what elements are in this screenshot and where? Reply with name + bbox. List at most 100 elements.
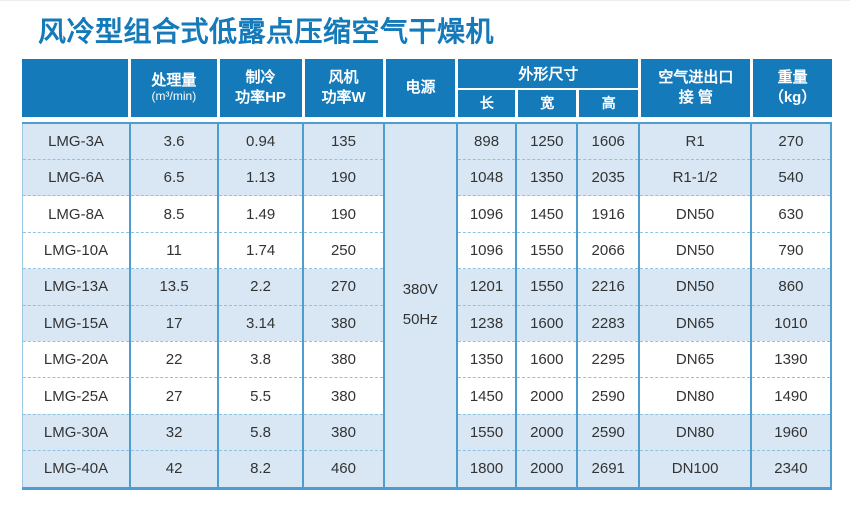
capacity-cell: 3.6 bbox=[129, 122, 219, 160]
header-power-supply: 电源 bbox=[382, 58, 457, 117]
height-cell: 2035 bbox=[576, 159, 640, 197]
pipe-cell: DN50 bbox=[638, 232, 751, 270]
cooling-power-cell: 3.8 bbox=[217, 341, 304, 379]
table-row: LMG-3A 3.6 0.94 135 380V 50Hz 898 1250 160… bbox=[22, 122, 831, 488]
height-cell: 2691 bbox=[576, 450, 640, 488]
header-dimensions: 外形尺寸 bbox=[455, 58, 640, 90]
weight-cell: 270 bbox=[749, 122, 831, 160]
weight-cell: 1390 bbox=[749, 341, 831, 379]
pipe-cell: DN65 bbox=[638, 305, 751, 342]
pipe-cell: DN50 bbox=[638, 195, 751, 233]
spec-table-header: 处理量 (m³/min) 制冷 功率HP 风机 功率W 电源 外形尺寸 bbox=[22, 58, 832, 117]
capacity-cell: 42 bbox=[129, 450, 219, 488]
power-voltage: 380V bbox=[402, 281, 438, 299]
length-cell: 898 bbox=[455, 122, 517, 160]
width-cell: 1600 bbox=[515, 305, 578, 342]
cooling-power-cell: 1.13 bbox=[217, 159, 304, 197]
length-cell: 1201 bbox=[455, 268, 517, 306]
table-row: LMG-10A 11 1.74 250 1096 1550 2066 DN50 … bbox=[22, 232, 831, 270]
fan-power-cell: 460 bbox=[302, 450, 384, 488]
spec-table-body: LMG-3A 3.6 0.94 135 380V 50Hz 898 1250 160… bbox=[22, 122, 831, 488]
height-cell: 2590 bbox=[576, 414, 640, 452]
model-cell: LMG-25A bbox=[22, 377, 131, 415]
capacity-cell: 17 bbox=[129, 305, 219, 342]
height-cell: 1916 bbox=[576, 195, 640, 233]
table-row: LMG-20A 22 3.8 380 1350 1600 2295 DN65 1… bbox=[22, 341, 831, 379]
header-weight-unit: （kg） bbox=[768, 88, 817, 106]
capacity-cell: 32 bbox=[129, 414, 219, 452]
model-cell: LMG-6A bbox=[22, 159, 131, 197]
width-cell: 2000 bbox=[515, 377, 578, 415]
length-cell: 1238 bbox=[455, 305, 517, 342]
height-cell: 2295 bbox=[576, 341, 640, 379]
header-cooling-line2: 功率HP bbox=[235, 88, 286, 106]
height-cell: 2283 bbox=[576, 305, 640, 342]
length-cell: 1048 bbox=[455, 159, 517, 197]
weight-cell: 630 bbox=[749, 195, 831, 233]
fan-power-cell: 380 bbox=[302, 414, 384, 452]
capacity-cell: 13.5 bbox=[129, 268, 219, 306]
cooling-power-cell: 3.14 bbox=[217, 305, 304, 342]
width-cell: 1250 bbox=[515, 122, 578, 160]
weight-cell: 860 bbox=[749, 268, 831, 306]
length-cell: 1550 bbox=[455, 414, 517, 452]
weight-cell: 1010 bbox=[749, 305, 831, 342]
capacity-cell: 27 bbox=[129, 377, 219, 415]
spec-table: LMG-3A 3.6 0.94 135 380V 50Hz 898 1250 160… bbox=[22, 121, 832, 490]
header-pipe-line2: 接 管 bbox=[678, 88, 713, 106]
table-row: LMG-30A 32 5.8 380 1550 2000 2590 DN80 1… bbox=[22, 414, 831, 452]
header-length: 长 bbox=[455, 88, 517, 117]
cooling-power-cell: 8.2 bbox=[217, 450, 304, 488]
header-capacity-unit: (m³/min) bbox=[151, 89, 197, 104]
fan-power-cell: 135 bbox=[302, 122, 384, 160]
header-weight-label: 重量 bbox=[777, 69, 808, 87]
width-cell: 2000 bbox=[515, 450, 578, 488]
cooling-power-cell: 1.49 bbox=[217, 195, 304, 233]
table-row: LMG-13A 13.5 2.2 270 1201 1550 2216 DN50… bbox=[22, 268, 831, 306]
width-cell: 1550 bbox=[515, 232, 578, 270]
height-cell: 2216 bbox=[576, 268, 640, 306]
pipe-cell: DN100 bbox=[638, 450, 751, 488]
page-title: 风冷型组合式低露点压缩空气干燥机 bbox=[38, 16, 495, 47]
header-fan-line2: 功率W bbox=[321, 88, 366, 106]
length-cell: 1350 bbox=[455, 341, 517, 379]
weight-cell: 540 bbox=[749, 159, 831, 197]
header-fan-line1: 风机 bbox=[328, 69, 359, 87]
header-width: 宽 bbox=[515, 88, 578, 117]
cooling-power-cell: 2.2 bbox=[217, 268, 304, 306]
header-power-label: 电源 bbox=[405, 78, 436, 96]
table-row: LMG-8A 8.5 1.49 190 1096 1450 1916 DN50 … bbox=[22, 195, 831, 233]
header-cooling-power: 制冷 功率HP bbox=[216, 58, 304, 117]
pipe-cell: R1 bbox=[638, 122, 751, 160]
spec-table-wrap: 处理量 (m³/min) 制冷 功率HP 风机 功率W 电源 外形尺寸 bbox=[22, 58, 832, 490]
capacity-cell: 22 bbox=[129, 341, 219, 379]
width-cell: 1600 bbox=[515, 341, 578, 379]
model-cell: LMG-8A bbox=[22, 195, 131, 233]
length-cell: 1800 bbox=[455, 450, 517, 488]
fan-power-cell: 380 bbox=[302, 377, 384, 415]
header-fan-power: 风机 功率W bbox=[301, 58, 385, 117]
pipe-cell: R1-1/2 bbox=[638, 159, 751, 197]
width-cell: 1550 bbox=[515, 268, 578, 306]
power-supply-cell: 380V 50Hz bbox=[382, 122, 457, 488]
model-cell: LMG-30A bbox=[22, 414, 131, 452]
width-cell: 2000 bbox=[515, 414, 578, 452]
header-capacity-label: 处理量 bbox=[151, 71, 197, 89]
power-frequency: 50Hz bbox=[402, 311, 438, 329]
model-cell: LMG-10A bbox=[22, 232, 131, 270]
capacity-cell: 8.5 bbox=[129, 195, 219, 233]
weight-cell: 2340 bbox=[749, 450, 831, 488]
header-cooling-line1: 制冷 bbox=[245, 69, 276, 87]
model-cell: LMG-40A bbox=[22, 450, 131, 488]
fan-power-cell: 270 bbox=[302, 268, 384, 306]
width-cell: 1450 bbox=[515, 195, 578, 233]
table-row: LMG-6A 6.5 1.13 190 1048 1350 2035 R1-1/… bbox=[22, 159, 831, 197]
cooling-power-cell: 0.94 bbox=[217, 122, 304, 160]
model-cell: LMG-15A bbox=[22, 305, 131, 342]
height-cell: 2066 bbox=[576, 232, 640, 270]
fan-power-cell: 380 bbox=[302, 341, 384, 379]
cooling-power-cell: 5.8 bbox=[217, 414, 304, 452]
fan-power-cell: 190 bbox=[302, 159, 384, 197]
weight-cell: 1960 bbox=[749, 414, 831, 452]
